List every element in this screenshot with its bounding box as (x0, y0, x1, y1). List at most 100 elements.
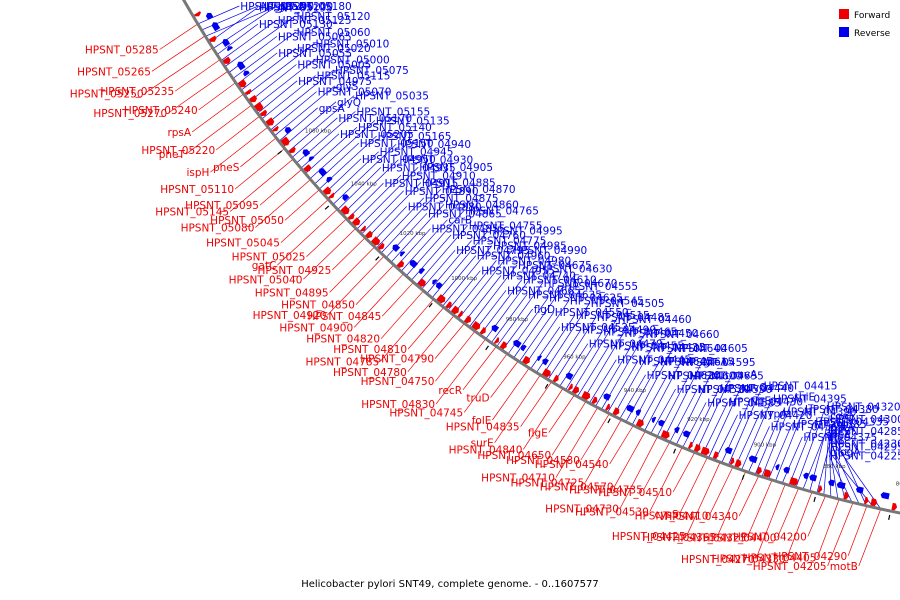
leader-line (280, 199, 329, 243)
gene-label-reverse: HPSNT_04910 (402, 170, 476, 182)
gene-label-reverse: HPSNT_05140 (358, 122, 432, 134)
gene-label-forward: cysS (654, 509, 678, 521)
leader-line (229, 158, 294, 212)
gene-label-forward: HPSNT_04735 (569, 485, 643, 497)
gene-label-reverse: HPSNT_05060 (297, 27, 371, 39)
gene-label-forward: HPSNT_04365 (642, 532, 716, 544)
gene-label-reverse: HPSNT_04670 (544, 278, 618, 290)
leader-line (734, 413, 761, 468)
scale-tick-label: 880 kbp (823, 464, 846, 470)
leader-line (328, 151, 379, 200)
leader-line (270, 91, 317, 131)
reverse-gene-arrow (513, 339, 522, 348)
leader-line (827, 502, 854, 567)
leader-line (584, 419, 622, 483)
leader-line (248, 64, 297, 103)
leader-line (613, 347, 653, 416)
gene-label-reverse: HPSNT_04230 (830, 438, 900, 450)
leader-line (644, 361, 682, 431)
gene-label-forward: truD (466, 393, 489, 405)
gene-label-forward: HPSNT_04325 (672, 533, 746, 545)
leader-line (555, 407, 598, 478)
scale-tick-label: 900 kbp (754, 443, 777, 449)
gene-label-reverse: HPSNT_04995 (489, 226, 563, 238)
leader-line (228, 36, 278, 73)
scale-tick-label: 860 kbp (896, 482, 900, 488)
gene-label-reverse: HPSNT_04445 (617, 355, 691, 367)
reverse-gene-arrow (836, 481, 846, 490)
leader-line (795, 406, 827, 488)
reverse-gene-arrow (302, 149, 311, 157)
leader-line (431, 230, 489, 299)
leader-line (650, 388, 676, 434)
scale-tick-mark (888, 514, 891, 521)
reverse-gene-arrow (521, 344, 527, 352)
leader-line (337, 167, 382, 210)
leader-line (323, 158, 362, 195)
leader-line (463, 353, 508, 413)
gene-label-forward: HPSNT_05080 (181, 223, 255, 235)
leader-line (761, 396, 795, 477)
gene-label-reverse: HPSNT_04505 (591, 298, 665, 310)
gene-label-reverse: HPSNT_04615 (660, 357, 734, 369)
leader-line (672, 452, 696, 493)
leader-line (463, 275, 502, 324)
leader-line (205, 5, 278, 37)
leader-line (208, 7, 259, 43)
gene-label-forward: HPSNT_04400 (703, 532, 777, 544)
leader-line (306, 218, 347, 257)
gene-label-forward: HPSNT_04580 (506, 455, 580, 467)
reverse-gene-arrow (308, 156, 315, 162)
reverse-gene-arrow (658, 419, 665, 427)
forward-gene-arrow (567, 383, 573, 391)
gene-label-reverse: mogA (830, 447, 861, 459)
forward-gene-arrow (340, 205, 350, 215)
leader-line (353, 273, 404, 328)
gene-label-forward: HPSNT_04850 (281, 300, 355, 312)
leader-line (426, 240, 472, 294)
gene-label-reverse: HPSNT_05055 (278, 48, 352, 60)
leader-line (637, 375, 668, 429)
gene-label-reverse: HPSNT_04300 (830, 414, 900, 426)
gene-label-reverse: HPSNT_05170 (338, 113, 412, 125)
leader-line (817, 499, 840, 558)
forward-gene-arrow (328, 192, 335, 199)
forward-gene-arrow (479, 327, 486, 335)
leader-line (595, 346, 631, 407)
gene-label-reverse: HPSNT_04470 (589, 339, 663, 351)
leader-line (682, 402, 707, 448)
gene-label-reverse: HPSNT_05150 (360, 138, 434, 150)
forward-gene-arrow (371, 236, 381, 246)
gene-label-reverse: ribA (830, 431, 852, 443)
forward-gene-arrow (729, 457, 735, 465)
leader-line (727, 385, 763, 466)
leader-line (407, 315, 455, 373)
gene-label-forward: HPSNT_04730 (545, 504, 619, 516)
gene-label-forward: HPSNT_05095 (185, 200, 259, 212)
gene-label-forward: HPSNT_04725 (510, 477, 584, 489)
reverse-gene-arrow (775, 464, 780, 471)
gene-label-reverse: coaE (830, 410, 855, 422)
leader-line (649, 447, 683, 512)
leader-line (332, 143, 397, 205)
gene-label-forward: HPSNT_04650 (477, 450, 551, 462)
leader-line (370, 206, 407, 244)
forward-gene-arrow (222, 56, 231, 64)
gene-label-reverse: HPSNT_04320 (827, 401, 900, 413)
scale-tick-label: 1040 kbp (351, 182, 377, 188)
leader-line (390, 204, 445, 263)
leader-line (781, 436, 803, 484)
leader-line (300, 133, 340, 169)
leader-line (232, 31, 296, 79)
gene-label-reverse: HPSNT_04620 (647, 370, 721, 382)
leader-line (197, 5, 240, 25)
forward-gene-arrow (365, 230, 373, 239)
forward-gene-arrow (843, 491, 849, 500)
forward-gene-arrow (591, 396, 598, 404)
reverse-gene-arrow (237, 61, 246, 71)
reverse-gene-arrow (674, 426, 680, 434)
leader-line (244, 43, 315, 97)
leader-line (442, 245, 493, 307)
leader-line (416, 225, 468, 286)
